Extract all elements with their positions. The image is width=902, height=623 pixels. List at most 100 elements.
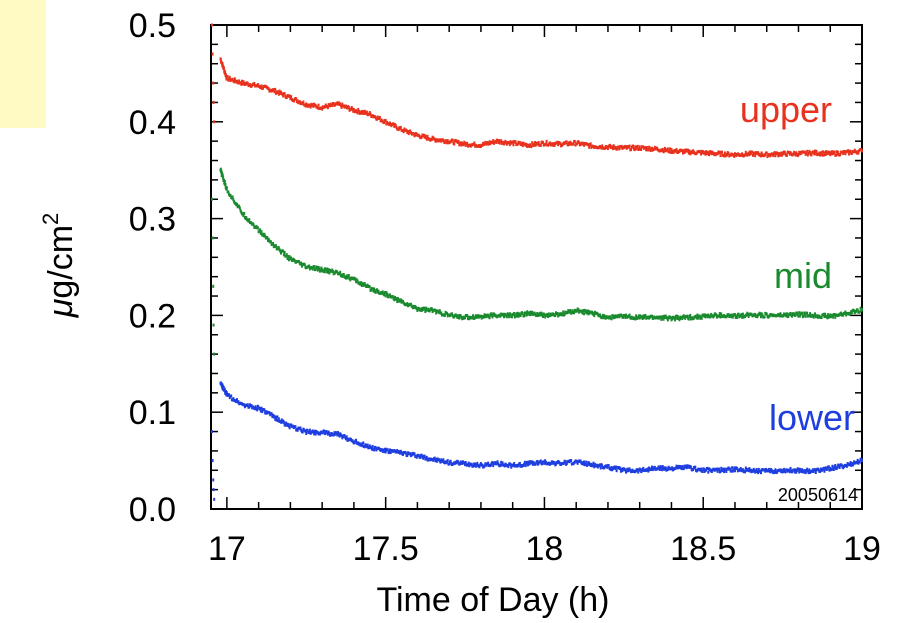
data-point-lower	[599, 463, 602, 467]
data-point-mid	[360, 281, 363, 285]
data-point-upper	[806, 153, 809, 157]
data-point-lower	[845, 464, 848, 468]
x-axis-title: Time of Day (h)	[376, 581, 609, 619]
data-point-mid	[384, 294, 387, 298]
data-point-mid	[514, 314, 517, 318]
data-point-mid	[801, 311, 804, 315]
data-point-lower	[528, 462, 531, 466]
data-point-lower	[284, 423, 287, 427]
data-point-lower	[795, 470, 798, 474]
data-point-mid	[396, 297, 399, 301]
data-point-mid	[491, 315, 494, 319]
data-point-lower	[274, 417, 277, 421]
data-point-lower	[582, 462, 585, 466]
data-point-upper	[663, 149, 666, 153]
data-point-lower	[834, 463, 837, 467]
data-point-upper	[583, 143, 586, 147]
data-point-lower	[250, 404, 253, 408]
data-point-lower	[501, 461, 504, 465]
y-tick-label: 0.1	[129, 394, 176, 432]
data-point-lower	[596, 463, 599, 467]
data-point-upper	[528, 145, 531, 149]
data-point-upper	[446, 141, 449, 145]
data-point-upper	[572, 142, 575, 146]
data-point-upper	[578, 141, 581, 145]
data-point-lower	[463, 461, 466, 465]
data-point-mid	[328, 271, 331, 275]
data-point-lower	[277, 419, 280, 423]
data-point-lower	[332, 433, 335, 437]
data-point-upper	[792, 152, 795, 156]
data-point-mid	[467, 315, 470, 319]
data-point-upper	[409, 129, 412, 133]
data-point-mid	[858, 310, 861, 314]
data-point-upper	[290, 95, 293, 99]
early-point	[212, 478, 215, 482]
data-point-lower	[396, 448, 399, 452]
data-point-mid	[259, 232, 262, 236]
highlight-box	[0, 0, 46, 128]
data-point-upper	[776, 152, 779, 156]
data-point-upper	[760, 151, 763, 155]
data-point-mid	[434, 308, 437, 312]
data-point-upper	[504, 139, 507, 143]
data-point-mid	[375, 288, 378, 292]
data-point-upper	[614, 146, 617, 150]
data-point-upper	[305, 102, 308, 106]
data-point-mid	[242, 214, 245, 218]
data-point-upper	[823, 151, 826, 155]
data-point-upper	[707, 151, 710, 155]
data-point-mid	[220, 171, 223, 175]
data-point-upper	[485, 142, 488, 146]
data-point-upper	[620, 144, 623, 148]
data-point-mid	[719, 315, 722, 319]
data-point-lower	[371, 444, 374, 448]
data-point-upper	[492, 139, 495, 143]
data-point-upper	[277, 91, 280, 95]
data-point-lower	[753, 469, 756, 473]
data-point-lower	[464, 461, 467, 465]
data-point-upper	[573, 139, 576, 143]
data-point-lower	[720, 466, 723, 470]
data-point-mid	[243, 211, 246, 215]
data-point-upper	[242, 80, 245, 84]
data-point-mid	[336, 270, 339, 274]
data-point-upper	[807, 151, 810, 155]
data-point-lower	[730, 469, 733, 473]
data-point-mid	[374, 290, 377, 294]
data-point-upper	[703, 151, 706, 155]
data-point-lower	[536, 459, 539, 463]
data-point-lower	[694, 465, 697, 469]
early-point	[213, 352, 216, 356]
data-point-lower	[318, 432, 321, 436]
data-point-upper	[773, 151, 776, 155]
data-point-mid	[510, 315, 513, 319]
data-point-mid	[502, 312, 505, 316]
data-point-upper	[552, 142, 555, 146]
y-tick-labels: 0.0 0.1 0.2 0.3 0.4 0.5	[129, 7, 176, 529]
data-point-lower	[360, 442, 363, 446]
date-stamp: 20050614	[778, 485, 858, 505]
data-point-mid	[227, 190, 230, 194]
data-point-lower	[728, 467, 731, 471]
data-point-mid	[586, 311, 589, 315]
data-point-upper	[533, 143, 536, 147]
data-point-mid	[293, 259, 296, 263]
data-point-upper	[788, 152, 791, 156]
data-point-lower	[464, 463, 467, 467]
data-point-lower	[757, 471, 760, 475]
data-point-mid	[438, 309, 441, 313]
data-point-lower	[747, 469, 750, 473]
data-point-lower	[409, 452, 412, 456]
data-point-lower	[337, 431, 340, 435]
data-point-mid	[763, 315, 766, 319]
data-point-lower	[721, 469, 724, 473]
data-point-upper	[261, 86, 264, 90]
data-point-upper	[724, 154, 727, 158]
data-point-lower	[789, 466, 792, 470]
data-point-upper	[601, 144, 604, 148]
data-point-lower	[773, 471, 776, 475]
data-point-lower	[719, 469, 722, 473]
data-point-upper	[661, 147, 664, 151]
